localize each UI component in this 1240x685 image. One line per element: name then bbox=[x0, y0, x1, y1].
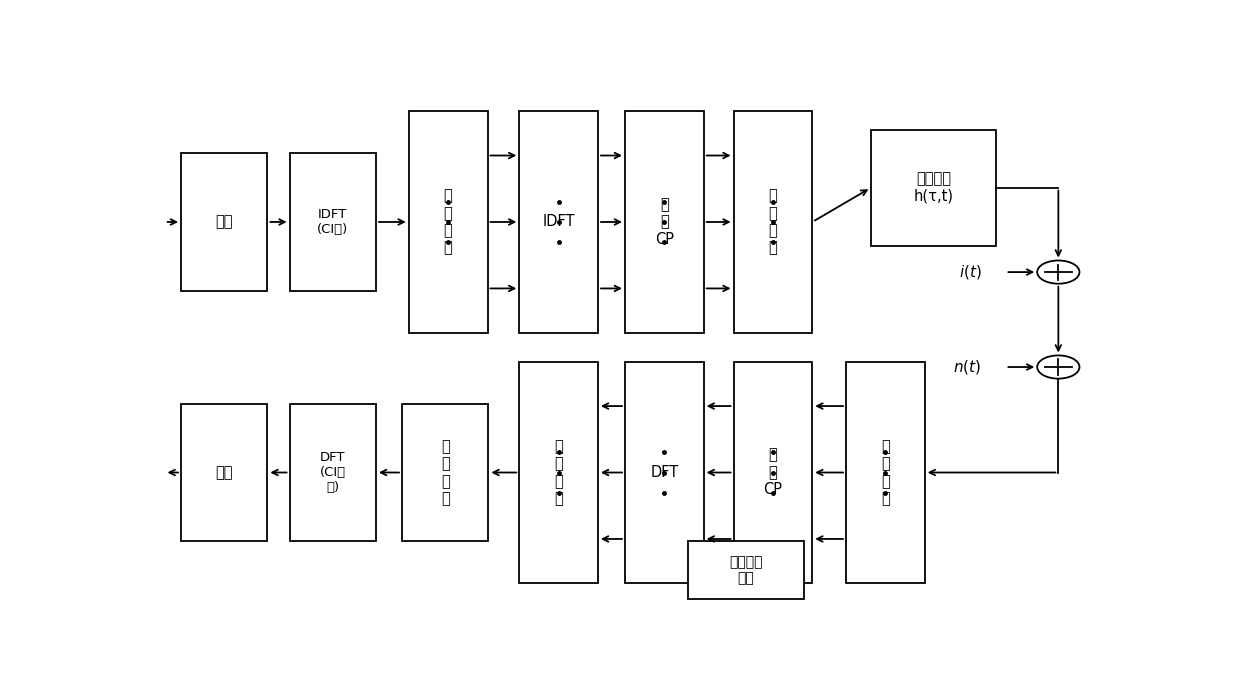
Text: 并
串
转
换: 并 串 转 换 bbox=[554, 439, 563, 506]
Text: DFT
(CI解
码): DFT (CI解 码) bbox=[320, 451, 346, 494]
Text: 调制: 调制 bbox=[216, 214, 233, 229]
FancyBboxPatch shape bbox=[520, 111, 598, 333]
Text: 并
串
转
换: 并 串 转 换 bbox=[769, 188, 777, 256]
FancyBboxPatch shape bbox=[734, 111, 812, 333]
FancyBboxPatch shape bbox=[625, 111, 704, 333]
FancyBboxPatch shape bbox=[846, 362, 925, 584]
Text: DFT: DFT bbox=[650, 465, 678, 480]
FancyBboxPatch shape bbox=[290, 153, 376, 290]
Text: $n(t)$: $n(t)$ bbox=[954, 358, 982, 376]
Text: IDFT
(CI码): IDFT (CI码) bbox=[317, 208, 348, 236]
Text: 干
扰
处
理: 干 扰 处 理 bbox=[441, 439, 450, 506]
Text: IDFT: IDFT bbox=[542, 214, 575, 229]
Text: 无线信道
h(τ,t): 无线信道 h(τ,t) bbox=[914, 171, 954, 204]
FancyBboxPatch shape bbox=[181, 404, 268, 541]
FancyBboxPatch shape bbox=[625, 362, 704, 584]
Text: 添
加
CP: 添 加 CP bbox=[655, 197, 673, 247]
Text: 串
并
转
换: 串 并 转 换 bbox=[444, 188, 453, 256]
FancyBboxPatch shape bbox=[290, 404, 376, 541]
Text: 去
除
CP: 去 除 CP bbox=[764, 447, 782, 497]
FancyBboxPatch shape bbox=[734, 362, 812, 584]
FancyBboxPatch shape bbox=[181, 153, 268, 290]
FancyBboxPatch shape bbox=[409, 111, 487, 333]
FancyBboxPatch shape bbox=[688, 541, 804, 599]
Text: $i(t)$: $i(t)$ bbox=[959, 263, 982, 281]
Text: 干扰检测
结果: 干扰检测 结果 bbox=[729, 555, 763, 585]
FancyBboxPatch shape bbox=[520, 362, 598, 584]
Text: 串
并
转
换: 串 并 转 换 bbox=[880, 439, 890, 506]
FancyBboxPatch shape bbox=[870, 129, 996, 246]
Text: 解调: 解调 bbox=[216, 465, 233, 480]
FancyBboxPatch shape bbox=[402, 404, 489, 541]
